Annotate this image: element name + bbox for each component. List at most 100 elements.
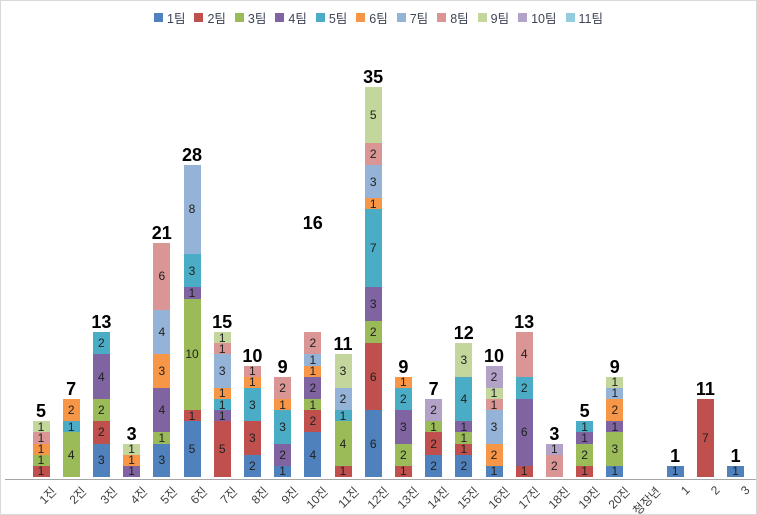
legend-label: 9팀 (490, 12, 510, 26)
bar-6진: 8 3 1 10 1 5 (183, 164, 201, 477)
bar-segment-2팀: 2 (92, 421, 110, 444)
legend-label: 4팀 (288, 12, 307, 26)
legend-swatch-icon (275, 13, 285, 22)
x-tick-label: 7진 (218, 484, 241, 507)
x-tick-label: 3진 (97, 484, 120, 507)
legend-swatch-icon (437, 13, 447, 22)
bar-segment-4팀: 1 (576, 432, 594, 444)
bar-segment-2팀: 1 (394, 465, 412, 477)
total-label-7진: 15 (212, 312, 233, 333)
bar-segment-1팀: 2 (243, 454, 261, 477)
bar-segment-9팀: 1 (123, 443, 141, 455)
legend-swatch-icon (234, 13, 244, 22)
bar-segment-4팀: 3 (394, 410, 412, 444)
bar-segment-7팀: 2 (334, 387, 352, 411)
legend-swatch-icon (315, 13, 325, 22)
legend-label: 5팀 (328, 12, 348, 26)
bar-segment-4팀: 4 (92, 354, 110, 399)
x-tick-label: 19진 (575, 484, 603, 512)
bar-segment-4팀: 1 (606, 421, 624, 433)
bar-segment-4팀: 1 (183, 287, 201, 299)
bar-segment-1팀: 1 (666, 465, 684, 477)
bar-segment-1팀: 4 (304, 432, 322, 477)
x-tick-label: 16진 (485, 484, 513, 512)
legend-swatch-icon (518, 13, 528, 22)
x-tick-label: 4진 (127, 484, 150, 507)
bar-segment-8팀: 1 (485, 398, 503, 411)
bar-segment-6팀: 3 (153, 354, 171, 388)
x-tick-label: 10진 (303, 484, 332, 512)
bar-segment-5팀: 1 (62, 421, 80, 433)
bar-segment-6팀: 1 (32, 443, 50, 455)
bar-segment-2팀: 2 (425, 432, 443, 455)
legend-item-7팀: 7팀 (396, 8, 429, 27)
bar-segment-4팀: 1 (123, 465, 141, 477)
legend-swatch-icon (477, 13, 487, 22)
x-tick-label: 6진 (187, 484, 211, 507)
bar-segment-5팀: 2 (515, 376, 533, 399)
x-tick-label: 3 (737, 483, 753, 498)
bar-segment-1팀: 3 (92, 443, 110, 477)
bar-segment-3팀: 4 (334, 421, 352, 466)
bar-segment-2팀: 1 (32, 465, 50, 477)
bar-segment-8팀: 1 (213, 343, 231, 355)
total-label-2진: 7 (66, 378, 77, 399)
bar-segment-6팀: 2 (606, 398, 624, 422)
x-tick-label: 1진 (36, 484, 60, 507)
bar-segment-8팀: 2 (545, 454, 563, 477)
bar-segment-5팀: 3 (243, 387, 261, 422)
bar-segment-5팀: 3 (183, 254, 201, 288)
x-tick-label: 11진 (334, 484, 362, 511)
bar-segment-9팀: 3 (334, 354, 352, 388)
total-label-3진: 13 (91, 312, 112, 333)
legend-item-10팀: 10팀 (518, 8, 557, 27)
bar-segment-2팀: 1 (183, 410, 201, 422)
bar-segment-1팀: 1 (274, 465, 292, 477)
bar-segment-5팀: 1 (213, 398, 231, 411)
bar-segment-9팀: 3 (455, 343, 473, 377)
bar-segment-2팀: 1 (515, 465, 533, 477)
bar-segment-6팀: 1 (123, 454, 141, 466)
x-tick-label: 1 (677, 483, 693, 498)
bar-segment-3팀: 1 (32, 454, 50, 466)
bar-segment-2팀: 6 (364, 343, 382, 411)
legend-label: 10팀 (531, 12, 557, 26)
bar-segment-8팀: 6 (153, 242, 171, 310)
legend-label: 7팀 (409, 12, 429, 26)
legend-item-1팀: 1팀 (154, 8, 185, 27)
legend-label: 3팀 (247, 12, 267, 26)
legend-item-4팀: 4팀 (275, 8, 307, 27)
bar-segment-6팀: 1 (364, 198, 382, 210)
bar-segment-9팀: 1 (485, 387, 503, 399)
bar-segment-1팀: 1 (606, 465, 624, 477)
bar-segment-3팀: 1 (153, 432, 171, 444)
legend-item-2팀: 2팀 (194, 8, 226, 27)
bar-segment-9팀: 1 (32, 421, 50, 433)
bar-segment-8팀: 2 (274, 376, 292, 399)
bar-segment-7팀: 1 (304, 354, 322, 366)
bar-segment-7팀: 3 (364, 164, 382, 199)
bar-segment-9팀: 5 (364, 86, 382, 143)
total-label-15진: 12 (453, 323, 474, 344)
legend-item-3팀: 3팀 (234, 8, 267, 27)
bar-segment-2팀: 7 (696, 398, 714, 477)
x-tick-label: 12진 (364, 484, 392, 512)
bar-segment-3팀: 4 (62, 432, 80, 477)
x-tick-label: 18진 (545, 484, 573, 512)
bar-segment-4팀: 2 (274, 443, 292, 466)
bar-segment-5팀: 7 (364, 209, 382, 288)
bar-segment-2팀: 1 (334, 465, 352, 477)
bar-segment-5팀: 4 (455, 376, 473, 422)
legend-item-6팀: 6팀 (356, 8, 388, 27)
total-label-11진: 11 (333, 334, 353, 355)
bar-segment-3팀: 1 (455, 432, 473, 444)
legend-swatch-icon (396, 13, 406, 22)
bar-segment-3팀: 2 (394, 443, 412, 466)
